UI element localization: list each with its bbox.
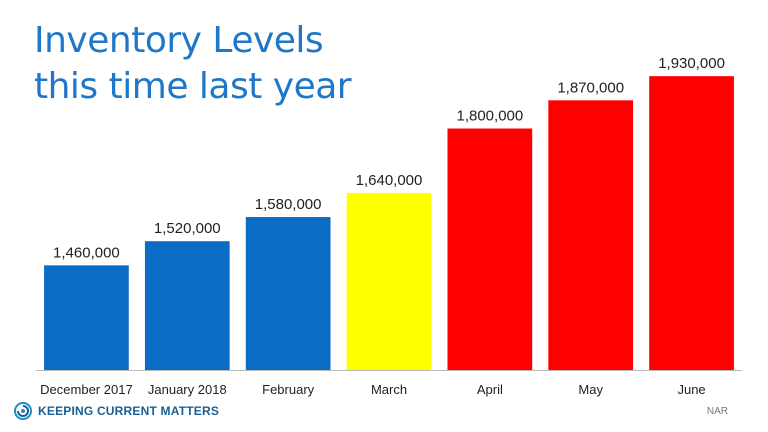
bar-1 bbox=[144, 241, 230, 370]
data-label-6: 1,930,000 bbox=[658, 55, 725, 72]
x-tick-label-2: February bbox=[262, 382, 315, 397]
bar-6 bbox=[649, 76, 734, 371]
chart-title: Inventory Levels this time last year bbox=[34, 18, 352, 110]
data-label-3: 1,640,000 bbox=[356, 172, 423, 189]
x-tick-label-6: June bbox=[677, 382, 705, 397]
data-label-1: 1,520,000 bbox=[154, 220, 221, 237]
data-label-2: 1,580,000 bbox=[255, 196, 322, 213]
data-label-4: 1,800,000 bbox=[456, 108, 523, 125]
bar-0 bbox=[44, 265, 129, 370]
title-line-2: this time last year bbox=[34, 66, 352, 107]
data-label-5: 1,870,000 bbox=[557, 79, 624, 96]
x-tick-label-3: March bbox=[371, 382, 407, 397]
bar-2 bbox=[245, 217, 331, 370]
x-tick-label-0: December 2017 bbox=[40, 382, 133, 397]
x-tick-label-1: January 2018 bbox=[148, 382, 227, 397]
bar-4 bbox=[447, 128, 533, 370]
kcm-logo: Keeping Current Matters bbox=[14, 402, 219, 420]
title-line-1: Inventory Levels bbox=[34, 20, 324, 61]
x-tick-label-5: May bbox=[578, 382, 603, 397]
source-label: NAR bbox=[706, 406, 728, 417]
bar-3 bbox=[346, 192, 432, 370]
bar-5 bbox=[548, 100, 634, 370]
x-tick-label-4: April bbox=[477, 382, 503, 397]
data-label-0: 1,460,000 bbox=[53, 244, 120, 261]
kcm-swirl-icon bbox=[14, 402, 32, 420]
logo-text: Keeping Current Matters bbox=[38, 404, 220, 418]
